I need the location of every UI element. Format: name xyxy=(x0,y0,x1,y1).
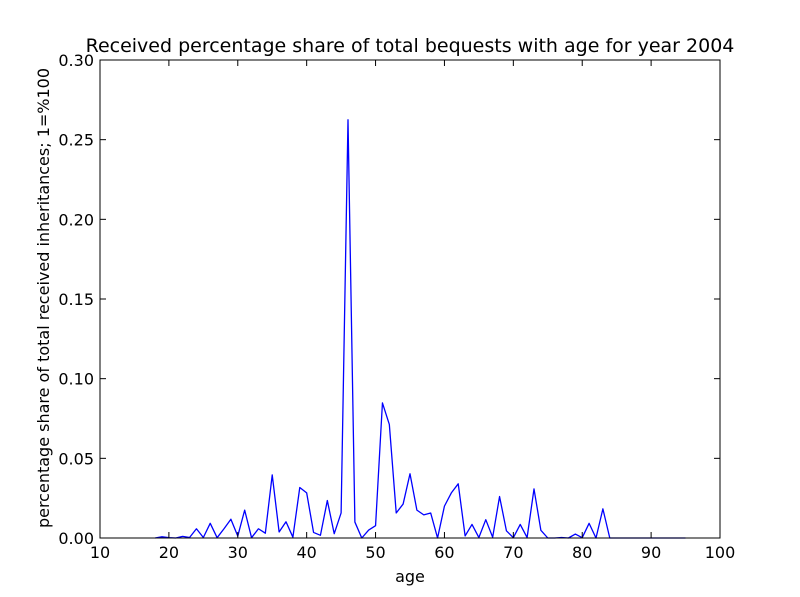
y-tick-label: 0.25 xyxy=(58,131,94,150)
chart-title: Received percentage share of total beque… xyxy=(86,35,735,57)
series-line xyxy=(154,119,686,539)
x-tick-label: 50 xyxy=(365,543,385,562)
x-tick-label: 30 xyxy=(228,543,248,562)
y-tick-label: 0.30 xyxy=(58,51,94,70)
y-tick-label: 0.20 xyxy=(58,210,94,229)
x-tick-label: 60 xyxy=(434,543,454,562)
plot-area xyxy=(99,59,721,539)
x-tick-label: 70 xyxy=(503,543,523,562)
y-axis-label: percentage share of total received inher… xyxy=(34,68,53,528)
x-tick-label: 90 xyxy=(641,543,661,562)
y-tick-label: 0.00 xyxy=(58,529,94,548)
x-tick-label: 20 xyxy=(159,543,179,562)
axis-ticks: 10 20 30 40 50 60 70 80 90 100 0.00 0.05 0.10 0.15 0.2… xyxy=(58,51,735,562)
x-tick-label: 10 xyxy=(90,543,110,562)
x-axis-label: age xyxy=(395,567,425,586)
y-tick-label: 0.15 xyxy=(58,290,94,309)
x-tick-label: 100 xyxy=(705,543,736,562)
y-tick-label: 0.05 xyxy=(58,449,94,468)
y-tick-label: 0.10 xyxy=(58,370,94,389)
axes-frame xyxy=(99,59,721,539)
x-tick-label: 40 xyxy=(296,543,316,562)
x-tick-label: 80 xyxy=(572,543,592,562)
